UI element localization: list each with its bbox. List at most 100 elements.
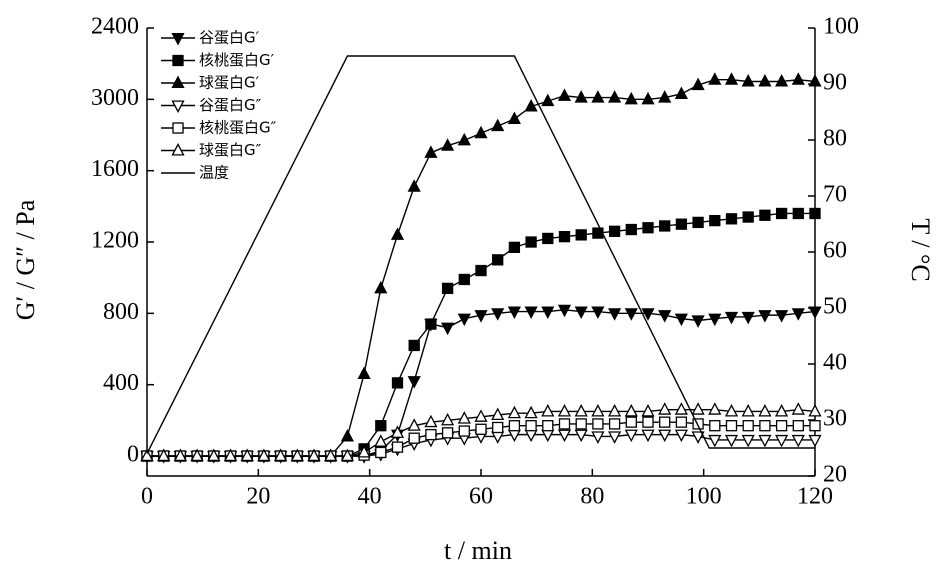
marker [357,445,371,458]
marker [542,232,554,245]
y2-tick-label: 40 [823,350,847,376]
marker [340,428,354,442]
y-tick-label: 2400 [91,14,139,40]
marker [475,264,487,277]
legend-label: 核桃蛋白G″ [199,119,277,137]
marker [541,429,555,443]
marker [759,420,771,432]
marker [591,403,605,417]
marker [441,138,455,151]
marker [808,306,822,320]
marker [425,428,437,441]
x-tick-label: 40 [358,484,382,510]
marker [441,427,454,439]
y-tick-label: 400 [103,370,139,396]
marker [157,448,171,462]
marker [725,420,738,432]
marker [775,207,788,220]
marker [624,403,638,417]
x-tick-label: 80 [580,484,604,510]
marker [658,310,672,323]
marker [574,403,588,417]
y-axis-label: G′ / G″ / Pa [11,199,40,320]
marker [775,420,788,432]
x-axis-label: t / min [444,536,512,565]
marker [525,420,537,432]
marker [641,403,655,417]
marker [659,220,671,232]
marker [491,308,505,321]
marker [642,416,654,428]
marker [257,448,271,462]
y2-tick-label: 80 [823,126,847,152]
marker [140,448,154,462]
marker [658,429,672,443]
y2-tick-label: 100 [823,14,859,40]
marker [709,214,721,227]
marker [708,313,722,327]
marker [608,308,622,321]
marker [775,403,789,417]
marker [674,313,688,327]
marker [557,429,572,443]
marker [491,431,505,444]
marker [390,425,405,438]
marker [809,420,821,432]
marker [742,211,754,223]
marker [408,339,420,352]
marker [658,90,672,103]
marker [541,306,555,320]
marker [474,310,488,323]
marker [708,72,722,85]
marker [608,225,621,237]
marker [407,418,421,431]
marker [492,421,504,434]
marker [624,429,638,443]
y2-tick-label: 20 [823,462,847,488]
legend-label: 谷蛋白G″ [199,96,262,114]
marker [708,434,722,448]
marker [507,111,521,125]
marker [775,310,789,323]
marker [709,420,721,432]
legend-label: 温度 [199,164,229,182]
marker [625,223,637,236]
marker [492,254,504,266]
legend-label: 核桃蛋白G′ [199,51,275,69]
x-tick-label: 0 [141,484,153,510]
marker [659,416,671,428]
y2-axis-label: T / °C [906,218,935,281]
marker [557,304,572,318]
marker [791,402,805,415]
marker [658,402,672,415]
marker [240,448,254,462]
marker [641,308,655,321]
marker [507,405,521,419]
marker [591,306,605,320]
marker [374,434,388,447]
marker [391,377,404,389]
marker [624,308,638,321]
marker [724,72,739,85]
marker [674,402,688,415]
marker [407,179,421,192]
marker [724,403,739,417]
x-tick-label: 100 [686,484,722,510]
marker [507,306,521,320]
marker [625,416,637,428]
marker [407,376,421,389]
legend-label: 球蛋白G″ [199,141,262,159]
marker [758,310,772,323]
marker [808,403,822,417]
marker [324,448,338,462]
marker [574,90,588,103]
marker [524,99,538,112]
marker [171,75,185,89]
marker [641,429,655,443]
marker [390,227,405,240]
marker [674,86,688,100]
legend-label: 球蛋白G′ [199,74,260,92]
marker [691,431,705,444]
marker [809,207,821,220]
